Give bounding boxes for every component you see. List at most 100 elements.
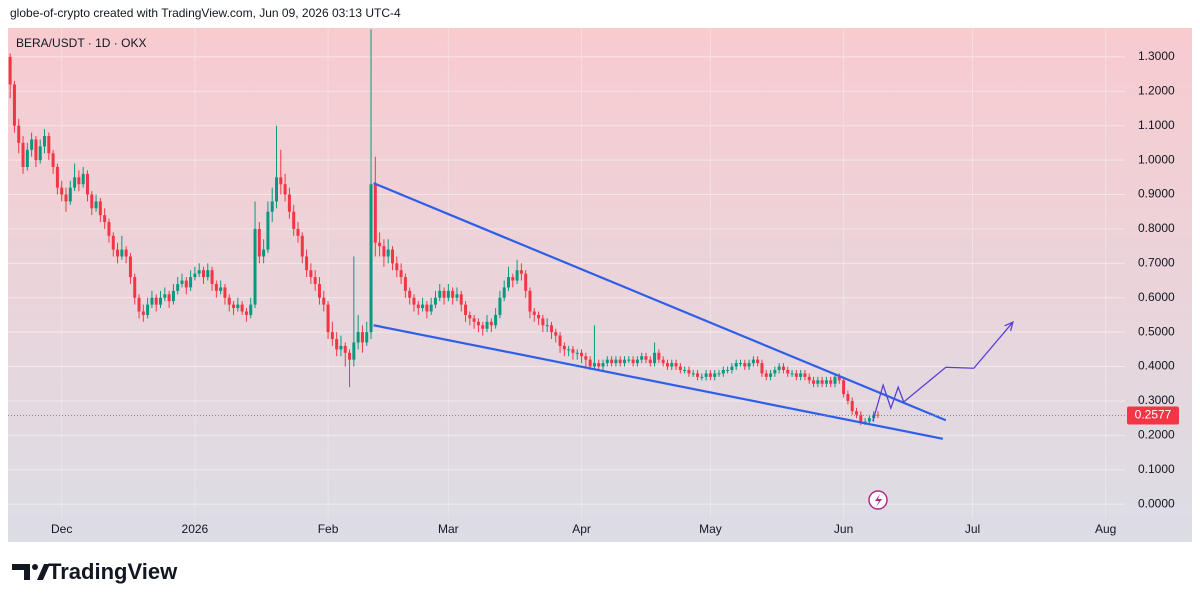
candle-body [116,249,120,257]
candle-body [120,249,124,257]
candle-body [107,222,111,236]
y-tick-label: 1.2000 [1138,83,1175,97]
candle-body [601,363,605,367]
candle-body [399,270,403,278]
y-tick-label: 0.7000 [1138,255,1175,269]
candle-body [537,314,541,319]
candle-body [485,321,489,329]
x-tick-label: Dec [51,522,72,536]
candle-body [764,373,768,377]
candle-body [812,380,816,384]
candle-body [571,349,575,353]
candle-body [232,304,236,309]
candle-body [249,304,253,315]
candle-body [442,290,446,298]
candle-body [416,304,420,309]
candle-body [275,177,279,202]
x-tick-label: Jul [965,522,980,536]
candle-body [206,270,210,278]
candle-body [721,369,725,374]
candle-body [111,235,115,250]
x-tick-label: Apr [572,522,591,536]
candle-body [683,369,687,371]
candle-body [85,173,89,195]
brand-logo [12,564,50,580]
x-tick-label: Aug [1095,522,1116,536]
candle-body [30,139,34,150]
candle-body [292,211,296,229]
candle-body [665,363,669,367]
candle-body [760,363,764,374]
candle-body [558,335,562,346]
x-tick-label: 2026 [182,522,209,536]
candle-body [640,356,644,360]
candle-body [12,84,16,126]
y-tick-label: 0.3000 [1138,393,1175,407]
y-tick-label: 0.2000 [1138,428,1175,442]
y-tick-label: 0.9000 [1138,187,1175,201]
candle-body [584,356,588,360]
candle-body [210,270,214,284]
candle-body [386,249,390,257]
candle-body [227,297,231,305]
candle-body [240,304,244,312]
candle-body [696,373,700,377]
y-tick-label: 0.8000 [1138,221,1175,235]
candle-body [597,363,601,367]
candle-body [829,380,833,384]
candle-body [670,363,674,367]
candle-body [691,373,695,375]
candle-body [451,290,455,298]
candle-body [751,359,755,364]
annotation-line [373,324,944,440]
candle-body [726,369,730,371]
candle-body [391,249,395,264]
candle-body [287,194,291,212]
candle-body [678,366,682,370]
candle-body [859,414,863,422]
candle-body [824,380,828,384]
x-tick-label: Mar [438,522,459,536]
candle-body [180,280,184,284]
candle-body [549,325,553,333]
candle-body [201,270,205,278]
candle-body [163,294,167,298]
candle-body [356,332,360,343]
candle-body [433,297,437,305]
candle-body [704,373,708,377]
candle-body [429,304,433,312]
candle-body [17,125,21,143]
candle-body [807,376,811,381]
candle-body [257,228,261,257]
candle-body [580,352,584,357]
candle-body [519,270,523,274]
candle-body [189,277,193,288]
candle-body [644,356,648,360]
annotation-line [373,182,947,422]
candle-body [446,290,450,298]
candle-body [627,359,631,361]
candle-body [528,290,532,312]
candle-body [816,380,820,384]
plot-layer [8,28,1125,518]
candle-body [738,363,742,365]
candle-body [154,297,158,305]
candle-body [769,373,773,377]
candle-body [296,228,300,236]
candle-body [842,380,846,395]
candle-body [313,277,317,284]
candle-body [90,194,94,209]
candle-body [369,184,373,333]
candle-body [661,359,665,364]
candle-body [51,153,55,167]
candle-body [421,304,425,309]
candle-body [605,359,609,364]
candle-body [867,418,871,422]
candle-body [343,345,347,353]
candle-body [846,394,850,401]
candle-body [55,166,59,188]
candle-body [850,400,854,412]
candle-body [373,184,377,243]
